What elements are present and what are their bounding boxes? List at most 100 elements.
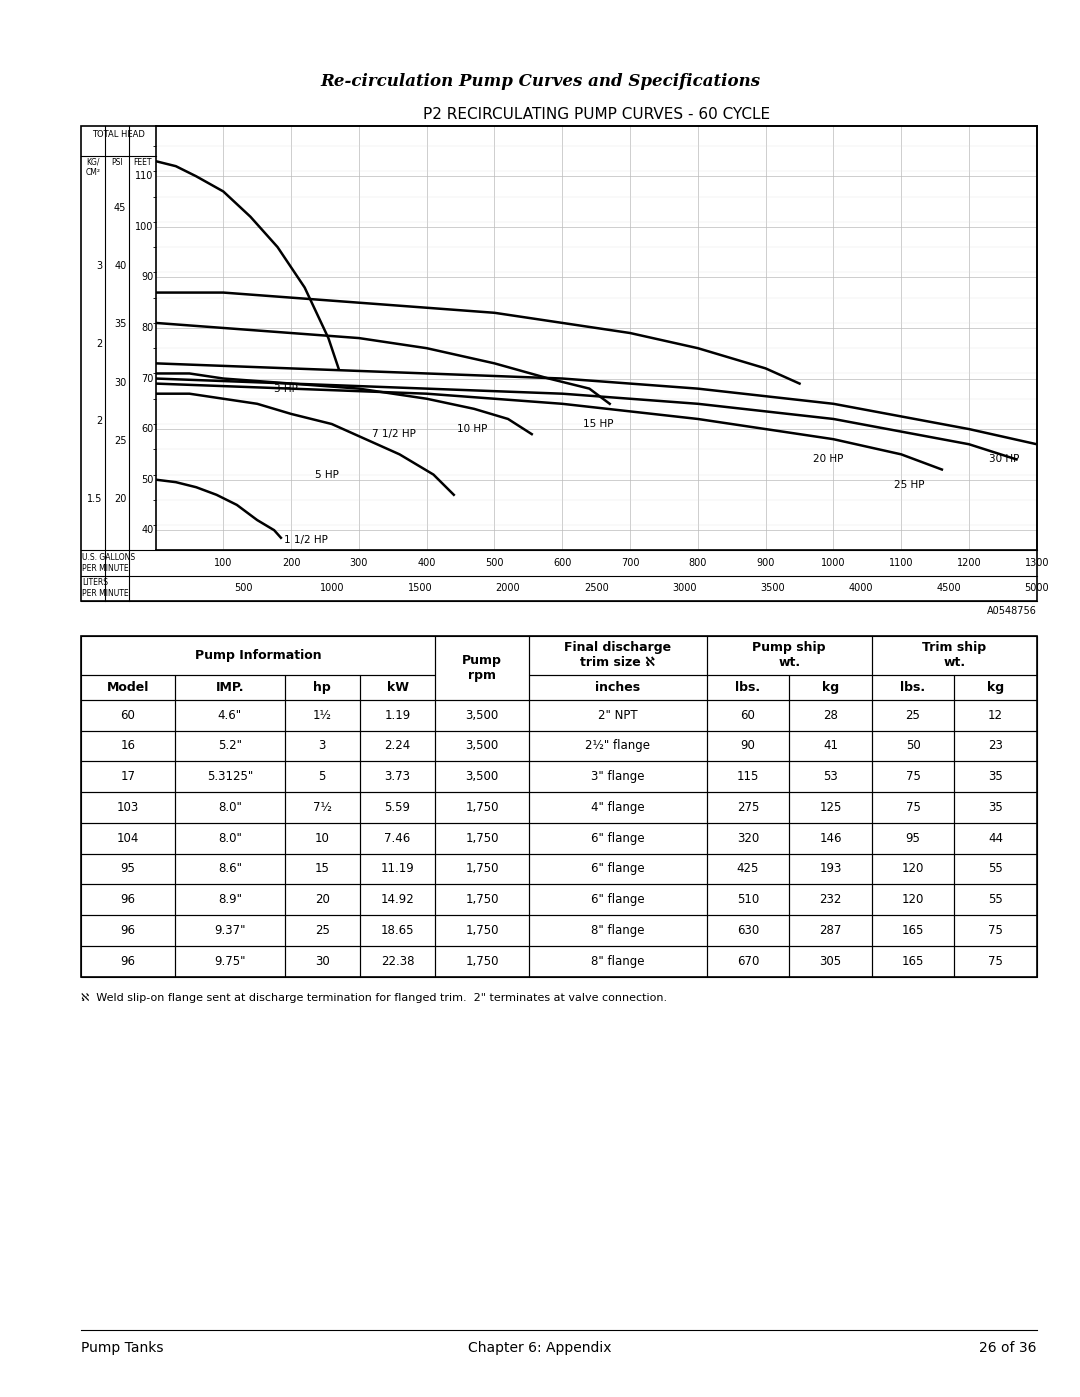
Text: 5.59: 5.59 <box>384 800 410 814</box>
Text: 25: 25 <box>315 923 329 937</box>
Text: 96: 96 <box>121 923 135 937</box>
Text: 2½" flange: 2½" flange <box>585 739 650 753</box>
Text: 3 HP: 3 HP <box>274 384 298 394</box>
Text: 3,500: 3,500 <box>465 770 499 784</box>
Text: IMP.: IMP. <box>216 680 244 694</box>
Text: 3: 3 <box>319 739 326 753</box>
Text: 2000: 2000 <box>496 583 521 594</box>
Text: 8.0": 8.0" <box>218 831 242 845</box>
Text: Pump Tanks: Pump Tanks <box>81 1341 163 1355</box>
Text: Model: Model <box>107 680 149 694</box>
Text: 3.73: 3.73 <box>384 770 410 784</box>
Text: kW: kW <box>387 680 408 694</box>
Text: 2500: 2500 <box>584 583 608 594</box>
Text: 35: 35 <box>988 770 1003 784</box>
Text: 120: 120 <box>902 862 924 876</box>
Text: 1.19: 1.19 <box>384 708 410 722</box>
Text: 75: 75 <box>905 770 920 784</box>
Text: Re-circulation Pump Curves and Specifications: Re-circulation Pump Curves and Specifica… <box>320 73 760 89</box>
Text: 2.24: 2.24 <box>384 739 410 753</box>
Text: LITERS
PER MINUTE: LITERS PER MINUTE <box>82 578 129 598</box>
Text: 50: 50 <box>141 475 153 485</box>
Text: 287: 287 <box>820 923 841 937</box>
Text: 3000: 3000 <box>672 583 697 594</box>
Text: 7.46: 7.46 <box>384 831 410 845</box>
Text: 110: 110 <box>135 172 153 182</box>
Text: 1000: 1000 <box>821 557 846 569</box>
Text: Pump Information: Pump Information <box>194 648 322 662</box>
Text: 100: 100 <box>214 557 232 569</box>
Text: 15: 15 <box>315 862 329 876</box>
Text: 17: 17 <box>121 770 135 784</box>
Text: 2: 2 <box>96 338 103 349</box>
Text: 300: 300 <box>350 557 368 569</box>
Text: 3,500: 3,500 <box>465 708 499 722</box>
Text: 103: 103 <box>117 800 139 814</box>
Text: 30: 30 <box>114 377 126 387</box>
Text: 14.92: 14.92 <box>380 893 415 907</box>
Text: 425: 425 <box>737 862 759 876</box>
Text: 200: 200 <box>282 557 300 569</box>
Text: 4500: 4500 <box>936 583 961 594</box>
Text: 5000: 5000 <box>1025 583 1049 594</box>
Text: 1,750: 1,750 <box>465 954 499 968</box>
Text: 6" flange: 6" flange <box>591 862 645 876</box>
Text: 1½: 1½ <box>313 708 332 722</box>
Text: 1300: 1300 <box>1025 557 1049 569</box>
Text: 8.0": 8.0" <box>218 800 242 814</box>
Text: 500: 500 <box>234 583 253 594</box>
Text: 20: 20 <box>315 893 329 907</box>
Text: 45: 45 <box>114 203 126 212</box>
Text: 60: 60 <box>141 425 153 434</box>
Text: 25: 25 <box>113 436 126 446</box>
Text: 30 HP: 30 HP <box>989 454 1020 464</box>
Text: 700: 700 <box>621 557 639 569</box>
Text: 104: 104 <box>117 831 139 845</box>
Text: 80: 80 <box>141 323 153 332</box>
Text: 146: 146 <box>820 831 841 845</box>
Text: TOTAL HEAD: TOTAL HEAD <box>92 130 145 138</box>
Text: 41: 41 <box>823 739 838 753</box>
Text: 600: 600 <box>553 557 571 569</box>
Text: 3" flange: 3" flange <box>591 770 645 784</box>
Text: 15 HP: 15 HP <box>582 419 613 429</box>
Text: kg: kg <box>987 680 1004 694</box>
Text: 120: 120 <box>902 893 924 907</box>
Text: 1,750: 1,750 <box>465 831 499 845</box>
Text: 1200: 1200 <box>957 557 982 569</box>
Text: 510: 510 <box>737 893 759 907</box>
Text: 25: 25 <box>905 708 920 722</box>
Text: 670: 670 <box>737 954 759 968</box>
Text: 5 HP: 5 HP <box>315 469 339 479</box>
Text: lbs.: lbs. <box>901 680 926 694</box>
Text: 1.5: 1.5 <box>87 495 103 504</box>
Text: 1100: 1100 <box>889 557 914 569</box>
Text: 1,750: 1,750 <box>465 893 499 907</box>
Text: 100: 100 <box>135 222 153 232</box>
Text: 1 1/2 HP: 1 1/2 HP <box>284 535 328 545</box>
Text: 800: 800 <box>689 557 707 569</box>
Text: Chapter 6: Appendix: Chapter 6: Appendix <box>469 1341 611 1355</box>
Text: 60: 60 <box>741 708 755 722</box>
Text: 1000: 1000 <box>320 583 345 594</box>
Text: 44: 44 <box>988 831 1003 845</box>
Text: KG/
CM²: KG/ CM² <box>85 158 100 176</box>
Text: 75: 75 <box>988 954 1003 968</box>
Text: 6" flange: 6" flange <box>591 831 645 845</box>
Text: 500: 500 <box>485 557 503 569</box>
Text: A0548756: A0548756 <box>987 606 1037 616</box>
Text: 900: 900 <box>756 557 774 569</box>
Text: 20 HP: 20 HP <box>813 454 843 464</box>
Text: 11.19: 11.19 <box>380 862 415 876</box>
Text: 2" NPT: 2" NPT <box>598 708 637 722</box>
Text: 30: 30 <box>315 954 329 968</box>
Text: 9.75": 9.75" <box>214 954 245 968</box>
Text: 165: 165 <box>902 954 924 968</box>
Text: 55: 55 <box>988 862 1003 876</box>
Text: 5.2": 5.2" <box>218 739 242 753</box>
Text: 3,500: 3,500 <box>465 739 499 753</box>
Text: 96: 96 <box>121 954 135 968</box>
Text: 165: 165 <box>902 923 924 937</box>
Text: 125: 125 <box>820 800 841 814</box>
Text: Pump
rpm: Pump rpm <box>462 654 502 682</box>
